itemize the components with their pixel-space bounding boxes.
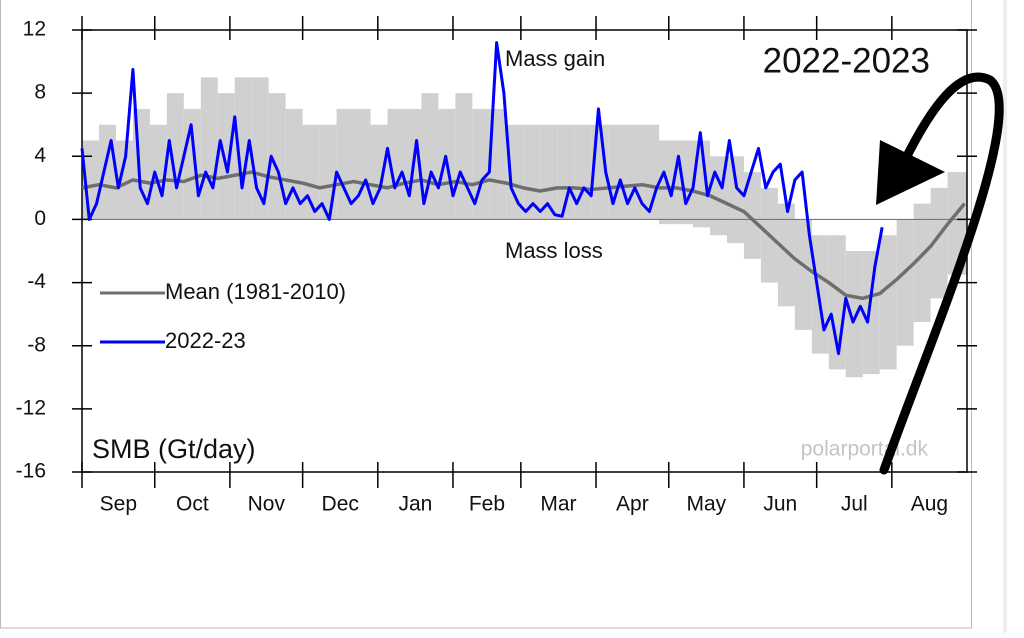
x-tick-label: Sep [100,493,137,516]
range-band [879,235,897,370]
range-band [421,93,439,220]
y-tick-label: -12 [16,396,46,419]
x-tick-label: Mar [540,493,576,516]
range-band [115,140,133,220]
arrow [876,72,1004,475]
range-band [234,77,252,220]
x-tick-label: Jul [841,493,868,516]
y-tick-label: 0 [34,207,46,230]
arrow-head [876,140,945,205]
y-tick-label: 12 [23,18,46,41]
x-tick-label: Feb [469,493,505,516]
range-band [200,77,218,220]
range-band [896,219,914,346]
legend-label: Mean (1981-2010) [165,279,346,304]
range-band [523,124,541,220]
range-band [930,187,948,299]
y-tick-label: 4 [34,144,46,167]
annotation: Mass gain [505,46,605,71]
range-band [625,124,643,220]
range-band [370,124,388,220]
y-tick-label: -4 [27,270,46,293]
range-band [574,124,592,220]
series-line [81,170,966,301]
legend-label: 2022-23 [165,328,246,353]
range-band [506,124,524,220]
y-axis-label: SMB (Gt/day) [92,434,256,464]
arrow-line [879,72,1004,475]
y-tick-label: -16 [16,460,46,483]
range-band [540,124,558,220]
x-tick-label: Oct [176,493,209,516]
range-band [862,251,880,375]
x-tick-label: Aug [911,493,948,516]
x-tick-label: Jan [398,493,432,516]
frame [0,0,972,629]
range-band [98,124,116,220]
x-tick-label: Apr [616,493,649,516]
range-band [353,108,371,220]
range-band [811,235,829,354]
annotation: Mass loss [505,238,603,263]
series-line [80,41,884,356]
range-band [387,108,405,220]
range-band [845,251,863,378]
plot: -16 -12 -8 -4 0 4 8 12 Sep Oct Nov Dec Jan Feb Mar Apr M… [16,16,977,516]
x-tick-label: Dec [322,493,359,516]
range-band [726,156,744,244]
range-band [557,124,575,220]
range-band [913,203,931,323]
range-band [455,93,473,220]
y-tick-label: 8 [34,81,46,104]
range-band [217,93,235,220]
x-tick-label: Jun [763,493,797,516]
chart-title: 2022-2023 [763,41,930,80]
range-band [489,108,507,220]
y-tick-label: -8 [27,333,46,356]
range-band [676,140,694,225]
credit: polarportal.dk [801,438,929,461]
range-band [166,93,184,220]
range-band [472,108,490,220]
range-band [777,203,795,307]
x-tick-label: Nov [248,493,286,516]
range-band [743,172,761,259]
range-band [336,108,354,220]
x-tick-label: May [687,493,727,516]
scrollbar-edge [1003,0,1007,633]
range-band [794,219,812,330]
range-band [608,124,626,220]
